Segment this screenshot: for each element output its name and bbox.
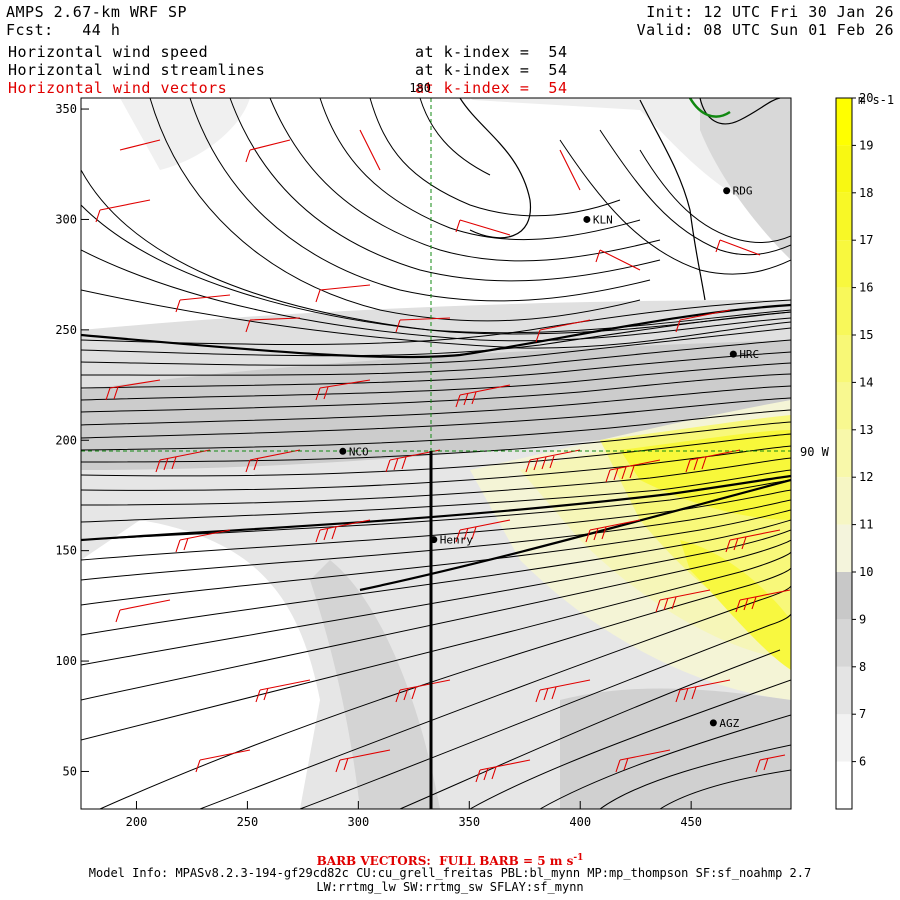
meridian-label: 180 [409,81,431,95]
x-tick-label: 200 [126,815,148,829]
ice-shelf-edge [688,98,731,118]
station-label: KLN [593,213,613,226]
station-label: HRC [739,348,759,361]
map-frame [80,97,792,810]
forecast-hour: Fcst: 44 h [6,21,121,39]
y-tick-label: 50 [63,764,77,778]
barb-note-unit: -1 [573,853,584,863]
colorbar-label: 15 [859,328,873,342]
valid-time: Valid: 08 UTC Sun 01 Feb 26 [636,21,894,39]
wind-map: 200 250 300 350 400 450 50 100 150 200 250 300 350 K… [55,81,894,829]
x-tick-label: 300 [348,815,370,829]
colorbar-label: 17 [859,233,873,247]
x-tick-label: 450 [680,815,702,829]
y-tick-label: 350 [55,102,77,116]
station-marker [729,350,737,358]
y-tick-label: 200 [55,433,77,447]
colorbar-segment [836,335,852,383]
x-tick-label: 250 [237,815,259,829]
map-plot-area [81,98,791,809]
parallel-label: 90 W [800,445,830,459]
init-time: Init: 12 UTC Fri 30 Jan 26 [646,3,894,21]
y-tick-label: 300 [55,212,77,226]
station-marker [709,719,717,727]
station-label: NCO [349,445,369,458]
station-marker [339,447,347,455]
colorbar-label: 18 [859,186,873,200]
colorbar-label: 11 [859,518,873,532]
y-tick-label: 150 [55,544,77,558]
colorbar-segment [836,666,852,715]
field-name-vectors: Horizontal wind vectors [8,79,228,97]
colorbar-segment [836,477,852,525]
colorbar-segment [836,524,852,572]
colorbar-label: 8 [859,660,866,674]
colorbar-segment [836,240,852,288]
station-label: AGZ [719,717,739,730]
axis-ticks: 200 250 300 350 400 450 50 100 150 200 250 300 350 [55,102,702,829]
model-info-2: LW:rrtmg_lw SW:rrtmg_sw SFLAY:sf_mynn [316,880,584,894]
field-name-wind-speed: Horizontal wind speed [8,43,209,61]
station-marker [723,187,731,195]
x-tick-label: 350 [458,815,480,829]
colorbar-segment [836,382,852,430]
colorbar-segment [836,714,852,762]
field-name-streamlines: Horizontal wind streamlines [8,61,266,79]
barb-note-text: BARB VECTORS: FULL BARB = 5 m s [316,854,574,868]
streamlines [81,98,791,809]
colorbar-segment [836,572,852,620]
colorbar-segment [836,761,852,809]
field-level-wind-speed: at k-index = 54 [415,43,568,61]
y-tick-label: 100 [55,654,77,668]
y-tick-label: 250 [55,323,77,337]
colorbar-unit-text: m s-1 [858,93,894,107]
field-level-streamlines: at k-index = 54 [415,61,568,79]
station-marker [430,536,438,544]
colorbar-label: 10 [859,565,873,579]
bold-streamlines [81,303,791,592]
field-level-vectors: at k-index = 54 [415,79,568,97]
colorbar-segment [836,192,852,241]
colorbar-segment [836,619,852,667]
colorbar-label: 13 [859,423,873,437]
model-title: AMPS 2.67-km WRF SP [6,3,188,21]
colorbar-label: 9 [859,612,866,626]
colorbar-label: 12 [859,470,873,484]
model-info: Model Info: MPASv8.2.3-194-gf29cd82c CU:… [88,866,812,880]
barb-note: BARB VECTORS: FULL BARB = 5 m s-1 [0,851,900,868]
colorbar-label: 20 [859,91,873,105]
colorbar-label: 16 [859,281,873,295]
stations: KLN RDG HRC NCO Henry AGZ [339,185,759,730]
colorbar-label: 19 [859,138,873,152]
colorbar-segment [836,287,852,335]
colorbar-segment [836,429,852,478]
station-label: RDG [733,185,753,198]
colorbar-segment [836,98,852,146]
colorbar-unit: m s-1 [858,93,894,107]
colorbar-segment [836,145,852,193]
colorbar-label: 14 [859,375,873,389]
colorbar: 6 7 8 9 10 11 12 13 14 15 16 17 18 19 20 [835,91,873,810]
x-tick-label: 400 [569,815,591,829]
colorbar-label: 6 [859,755,866,769]
station-label: Henry [440,534,473,547]
station-marker [583,215,591,223]
colorbar-label: 7 [859,707,866,721]
wind-barbs [95,129,791,783]
colorbar-frame [835,97,853,810]
